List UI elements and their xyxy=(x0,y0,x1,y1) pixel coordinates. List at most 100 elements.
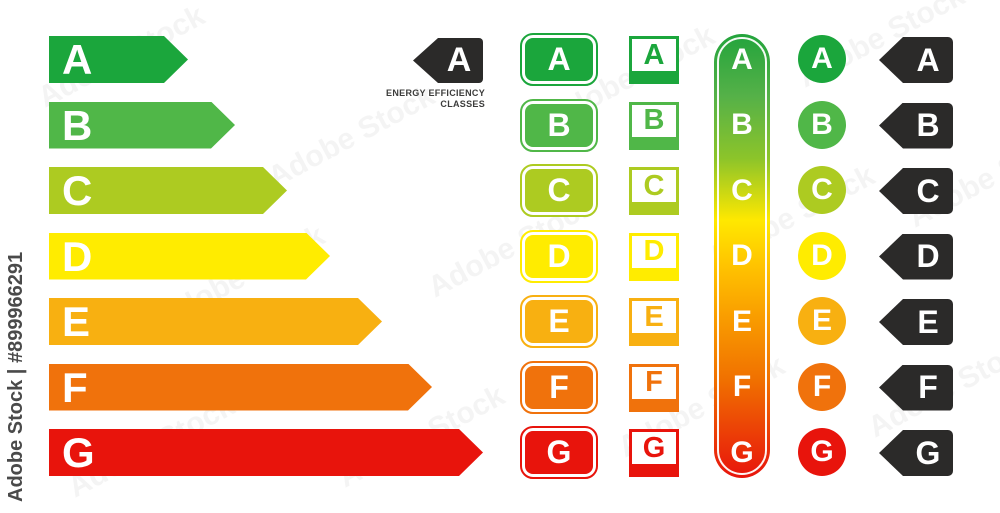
pill-letter-f: F xyxy=(732,370,752,403)
bar-class-d: D xyxy=(49,233,330,280)
square-bottom-strip xyxy=(632,333,676,343)
outlined-square-c: C xyxy=(629,167,679,215)
bar-class-b: B xyxy=(49,102,235,149)
bar-letter: A xyxy=(62,36,93,83)
outlined-square-d: D xyxy=(629,232,679,281)
pill-letter-c: C xyxy=(731,173,753,207)
class-letter: D xyxy=(916,238,940,274)
circle-badge-a: A xyxy=(798,35,846,83)
class-letter: C xyxy=(547,172,571,208)
rounded-square-fill: A xyxy=(525,38,593,81)
pill-letter-e: E xyxy=(731,304,752,338)
rounded-square-column: A B C D E F G xyxy=(520,33,598,479)
pill-letter-a: A xyxy=(731,42,753,76)
bar-class-g: G xyxy=(49,429,483,476)
class-letter: D xyxy=(547,237,571,274)
rounded-square-a: A xyxy=(520,33,598,86)
square-bottom-strip xyxy=(632,202,676,212)
bar-letter: E xyxy=(62,298,91,345)
header-caption: ENERGY EFFICIENCY CLASSES xyxy=(360,88,485,110)
class-letter: F xyxy=(812,369,832,403)
pill-letter-b: B xyxy=(731,108,753,141)
rounded-square-b: B xyxy=(520,98,598,152)
outlined-square-b: B xyxy=(629,101,679,150)
rounded-square-d: D xyxy=(520,229,598,283)
rounded-square-e: E xyxy=(520,295,598,348)
rounded-square-g: G xyxy=(520,426,598,479)
bar-class-a: A xyxy=(49,36,188,83)
square-bottom-strip xyxy=(632,464,676,474)
rounded-square-fill: E xyxy=(525,300,593,343)
header-arrow-letter: A xyxy=(446,41,472,79)
class-letter: F xyxy=(645,366,663,398)
class-letter: E xyxy=(548,303,570,339)
class-letter: E xyxy=(811,304,832,337)
class-letter: E xyxy=(644,300,664,333)
circle-badge-f: F xyxy=(798,362,846,411)
class-letter: D xyxy=(643,235,665,267)
class-letter: C xyxy=(811,173,833,206)
square-bottom-strip xyxy=(632,398,676,409)
bar-letter: B xyxy=(62,101,93,149)
class-letter: G xyxy=(546,434,572,470)
black-tag-f: F xyxy=(879,364,953,411)
circle-column: A B C D E F G xyxy=(798,35,846,476)
watermark-side-text: Adobe Stock | #899966291 xyxy=(5,251,27,502)
class-letter: B xyxy=(643,104,665,136)
bar-letter: G xyxy=(62,429,95,476)
circle-badge-e: E xyxy=(798,297,846,345)
class-letter: A xyxy=(643,38,665,71)
outlined-square-a: A xyxy=(629,36,679,84)
bar-letter: C xyxy=(62,167,93,214)
square-bottom-strip xyxy=(632,71,676,81)
black-tag-a: A xyxy=(879,37,953,83)
pill-letter-g: G xyxy=(730,435,754,469)
class-letter: A xyxy=(547,41,571,77)
outlined-square-f: F xyxy=(629,363,679,412)
gradient-pill: A B C D E F G xyxy=(714,34,770,478)
class-letter: B xyxy=(811,107,833,141)
class-letter: A xyxy=(811,42,833,75)
header-caption-line1: ENERGY EFFICIENCY xyxy=(386,88,485,98)
outlined-square-e: E xyxy=(629,298,679,346)
black-tag-g: G xyxy=(879,430,953,476)
outlined-square-column: A B C D E F G xyxy=(629,36,679,477)
circle-badge-g: G xyxy=(798,428,846,476)
rounded-square-f: F xyxy=(520,360,598,414)
rounded-square-fill: D xyxy=(525,234,593,278)
class-letter: G xyxy=(915,434,941,471)
class-letter: E xyxy=(917,303,939,340)
black-tag-c: C xyxy=(879,168,953,214)
black-tag-column: A B C D E F G xyxy=(879,37,953,476)
class-letter: C xyxy=(916,172,940,209)
class-letter: D xyxy=(811,238,833,272)
bar-class-c: C xyxy=(49,167,287,214)
circle-badge-d: D xyxy=(798,231,846,280)
outlined-square-g: G xyxy=(629,429,679,477)
header-caption-line2: CLASSES xyxy=(440,99,485,109)
pill-letter-d: D xyxy=(731,239,753,272)
class-letter: A xyxy=(916,41,940,78)
circle-badge-c: C xyxy=(798,166,846,214)
class-letter: G xyxy=(642,431,666,464)
rounded-square-fill: C xyxy=(525,169,593,212)
class-letter: F xyxy=(549,368,569,405)
rounded-square-fill: G xyxy=(525,431,593,474)
rounded-square-fill: B xyxy=(525,103,593,147)
arrow-bar-chart: A B C D E F G xyxy=(49,36,483,476)
class-letter: B xyxy=(916,107,940,143)
rounded-square-c: C xyxy=(520,164,598,217)
class-letter: G xyxy=(810,435,834,468)
bar-letter: F xyxy=(62,363,88,411)
class-letter: B xyxy=(547,106,571,143)
bar-class-e: E xyxy=(49,298,382,345)
black-tag-e: E xyxy=(879,299,953,345)
rounded-square-fill: F xyxy=(525,365,593,409)
square-bottom-strip xyxy=(632,267,676,278)
square-bottom-strip xyxy=(632,136,676,147)
black-tag-b: B xyxy=(879,102,953,149)
class-letter: C xyxy=(643,169,665,202)
circle-badge-b: B xyxy=(798,100,846,149)
class-letter: F xyxy=(918,369,938,405)
